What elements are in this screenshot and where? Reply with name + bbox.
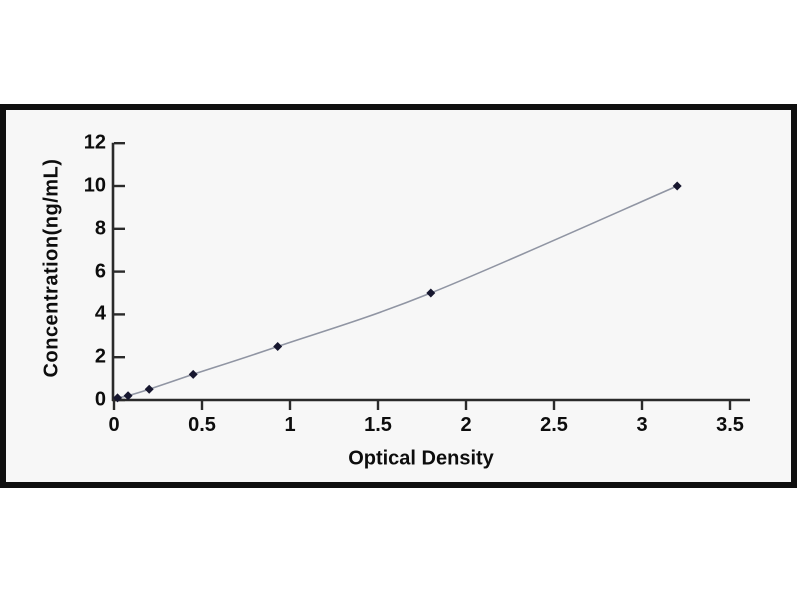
data-point-marker: [123, 391, 133, 401]
data-point-marker: [273, 342, 283, 351]
x-tick-label: 2.5: [540, 414, 568, 436]
y-axis-title: Concentration(ng/mL): [40, 158, 63, 378]
data-point-marker: [188, 369, 198, 379]
x-tick-label: 0: [108, 414, 120, 436]
data-point-marker: [144, 384, 154, 394]
x-tick-label: 3.5: [716, 414, 744, 436]
y-tick-label: 6: [94, 260, 106, 283]
data-point-marker: [113, 393, 123, 403]
x-tick-label: 2: [460, 414, 472, 436]
x-tick-label: 0.5: [188, 414, 216, 436]
y-tick-label: 0: [94, 388, 106, 411]
x-tick-label: 3: [636, 414, 648, 436]
standard-curve-line: [117, 185, 678, 399]
y-tick-label: 8: [94, 217, 106, 240]
y-tick-label: 2: [94, 345, 106, 368]
data-point-marker: [672, 181, 682, 191]
x-tick-label: 1.5: [364, 414, 392, 436]
x-tick-label: 1: [284, 414, 296, 436]
y-tick-label: 12: [83, 131, 106, 154]
y-tick-label: 4: [94, 302, 106, 325]
y-tick-label: 10: [83, 174, 106, 197]
data-point-marker: [426, 288, 436, 298]
plot-frame: [0, 104, 797, 488]
x-axis-title: Optical Density: [348, 447, 494, 470]
